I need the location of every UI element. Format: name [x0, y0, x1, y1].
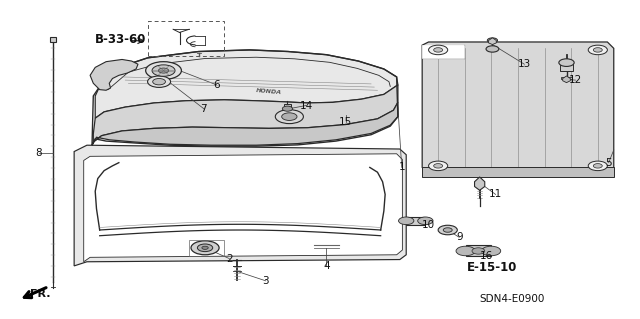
Polygon shape [422, 167, 614, 177]
Circle shape [148, 76, 171, 87]
Circle shape [146, 62, 181, 79]
Circle shape [438, 225, 458, 235]
Circle shape [456, 246, 475, 256]
Circle shape [588, 161, 607, 171]
Circle shape [593, 48, 602, 52]
Circle shape [152, 65, 175, 76]
Polygon shape [93, 85, 398, 142]
Polygon shape [422, 45, 464, 58]
Circle shape [434, 48, 443, 52]
Text: 1: 1 [399, 162, 405, 173]
Text: 10: 10 [422, 219, 435, 230]
Circle shape [444, 228, 452, 232]
Text: 14: 14 [300, 100, 312, 110]
Text: B-33-60: B-33-60 [95, 33, 147, 46]
Text: 9: 9 [456, 232, 463, 242]
Text: 16: 16 [479, 251, 493, 261]
Circle shape [197, 244, 212, 252]
Circle shape [159, 68, 169, 73]
Polygon shape [50, 37, 56, 42]
Text: E-15-10: E-15-10 [467, 261, 518, 274]
Polygon shape [284, 104, 291, 107]
Circle shape [481, 246, 500, 256]
Text: 13: 13 [518, 59, 531, 69]
Polygon shape [90, 59, 138, 90]
Polygon shape [488, 38, 496, 45]
Text: 15: 15 [339, 117, 352, 127]
Text: SDN4-E0900: SDN4-E0900 [479, 294, 544, 304]
Text: FR.: FR. [30, 288, 51, 299]
Circle shape [559, 59, 574, 66]
Polygon shape [95, 50, 398, 118]
Circle shape [487, 38, 497, 43]
Polygon shape [466, 245, 491, 256]
Circle shape [472, 248, 484, 254]
Circle shape [282, 106, 292, 111]
Polygon shape [422, 42, 614, 174]
Text: 7: 7 [200, 104, 207, 114]
Circle shape [275, 110, 303, 123]
Polygon shape [561, 77, 572, 79]
Circle shape [429, 45, 448, 55]
Text: 2: 2 [226, 254, 232, 263]
Polygon shape [560, 63, 573, 70]
Polygon shape [563, 76, 570, 83]
Circle shape [282, 113, 297, 121]
Polygon shape [474, 177, 484, 190]
Circle shape [593, 164, 602, 168]
Text: 4: 4 [323, 261, 330, 271]
Circle shape [418, 217, 433, 225]
Circle shape [429, 161, 448, 171]
Circle shape [486, 46, 499, 52]
Circle shape [399, 217, 414, 225]
Text: HONDA: HONDA [256, 88, 282, 95]
Polygon shape [92, 102, 398, 145]
Circle shape [191, 241, 219, 255]
Text: 11: 11 [489, 189, 502, 199]
Polygon shape [84, 154, 403, 262]
Polygon shape [74, 145, 406, 266]
Circle shape [434, 164, 443, 168]
Text: 12: 12 [569, 75, 582, 85]
Text: 6: 6 [213, 80, 220, 90]
Text: 5: 5 [605, 158, 612, 168]
Polygon shape [406, 217, 426, 225]
Circle shape [153, 78, 166, 85]
Circle shape [588, 45, 607, 55]
Text: 3: 3 [262, 276, 269, 286]
Text: 8: 8 [36, 148, 42, 158]
Circle shape [202, 246, 208, 249]
